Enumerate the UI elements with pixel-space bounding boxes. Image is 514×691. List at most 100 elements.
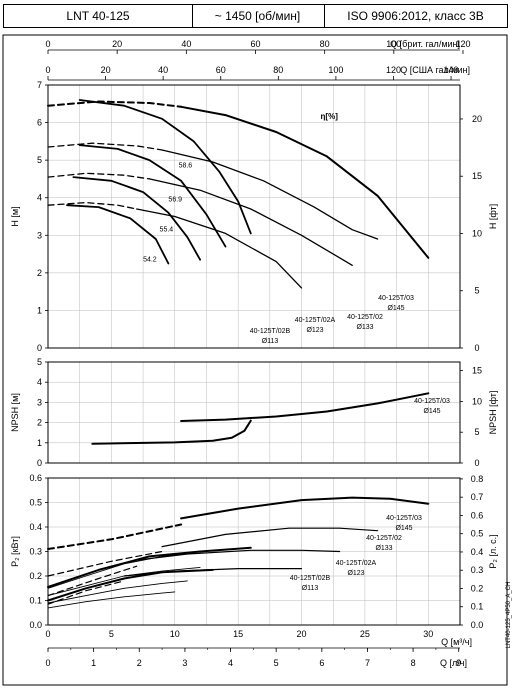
head-ylabel-right: H [фт]	[488, 204, 498, 229]
power-right-tick-label: 0.3	[471, 565, 484, 575]
power-ylabel-right: P₂ [л. с.]	[488, 534, 498, 568]
npsh-left-tick-label: 1	[37, 438, 42, 448]
power-left-tick-label: 0.5	[29, 498, 42, 508]
model-cell: LNT 40-125	[3, 4, 193, 28]
head-curve	[148, 178, 353, 266]
power-sub-curve	[47, 566, 201, 597]
head-curve-dashed	[47, 201, 138, 210]
power-curve-label: 40-125T/03	[386, 515, 422, 522]
top-axis-us-tick-label: 0	[45, 65, 50, 75]
npsh-curve	[91, 419, 252, 445]
head-left-tick-label: 0	[37, 343, 42, 353]
efficiency-curve	[78, 144, 227, 248]
npsh-ylabel-right: NPSH [фт]	[488, 391, 498, 435]
power-right-tick-label: 0.7	[471, 492, 484, 502]
npsh-curve-label: Ø145	[423, 408, 440, 415]
npsh-left-tick-label: 3	[37, 397, 42, 407]
power-left-tick-label: 0.2	[29, 571, 42, 581]
top-axis-uk-tick-label: 120	[455, 39, 470, 49]
sheet-border	[2, 34, 508, 686]
top-axis-us-tick-label: 60	[216, 65, 226, 75]
x-axis-m3h-tick-label: 0	[45, 629, 50, 639]
head-curve-label: 40-125T/02	[347, 314, 383, 321]
power-sub-curve	[47, 551, 201, 589]
top-axis-uk-tick-label: 0	[45, 39, 50, 49]
x-axis-ls-tick-label: 9	[456, 658, 461, 668]
power-curve-dashed	[47, 523, 183, 550]
power-curve	[136, 549, 341, 561]
power-right-tick-label: 0.8	[471, 474, 484, 484]
head-right-tick-label: 20	[472, 114, 482, 124]
x-axis-ls-tick-label: 1	[91, 658, 96, 668]
efficiency-label: η[%]	[321, 112, 339, 121]
top-axis-uk-tick-label: 80	[320, 39, 330, 49]
top-axis-us-tick-label: 80	[273, 65, 283, 75]
x-axis-ls-tick-label: 0	[45, 658, 50, 668]
efficiency-curve	[78, 99, 252, 235]
x-axis-m3h-label: Q [м³/ч]	[441, 637, 472, 647]
head-right-tick-label: 10	[472, 228, 482, 238]
efficiency-curve	[72, 176, 201, 261]
head-curve	[180, 105, 430, 259]
power-curve-label: Ø123	[347, 570, 364, 577]
head-curve-label: 40-125T/03	[378, 295, 414, 302]
x-axis-ls-tick-label: 7	[365, 658, 370, 668]
head-left-tick-label: 6	[37, 118, 42, 128]
power-curve-label: Ø133	[375, 545, 392, 552]
x-axis-ls-tick-label: 3	[182, 658, 187, 668]
head-ylabel-left: H [м]	[10, 206, 20, 226]
npsh-right-tick-label: 0	[474, 458, 479, 468]
top-axis-us-label: Q [США гал/мин]	[400, 65, 470, 75]
x-axis-m3h-tick-label: 5	[109, 629, 114, 639]
power-curve-dashed	[47, 565, 138, 597]
power-left-tick-label: 0.1	[29, 596, 42, 606]
top-axis-uk-tick-label: 20	[112, 39, 122, 49]
power-left-tick-label: 0.0	[29, 620, 42, 630]
header-table: LNT 40-125 ~ 1450 [об/мин] ISO 9906:2012…	[0, 0, 514, 30]
power-right-tick-label: 0.4	[471, 547, 484, 557]
npsh-left-tick-label: 2	[37, 418, 42, 428]
power-left-tick-label: 0.6	[29, 473, 42, 483]
efficiency-value: 54.2	[143, 257, 157, 264]
npsh-left-tick-label: 5	[37, 357, 42, 367]
x-axis-ls-tick-label: 4	[228, 658, 233, 668]
efficiency-value: 56.9	[168, 196, 182, 203]
power-left-tick-label: 0.4	[29, 522, 42, 532]
head-curve-dashed	[47, 172, 151, 180]
npsh-right-tick-label: 10	[472, 396, 482, 406]
power-curve-dashed	[47, 580, 125, 605]
npsh-frame	[47, 361, 461, 464]
top-axis-uk-tick-label: 100	[386, 39, 401, 49]
power-curve-bold	[47, 546, 252, 588]
npsh-curve	[180, 392, 430, 422]
x-axis-ls-tick-label: 5	[274, 658, 279, 668]
head-left-tick-label: 2	[37, 268, 42, 278]
speed-cell: ~ 1450 [об/мин]	[191, 4, 325, 28]
x-axis-m3h-tick-label: 20	[297, 629, 307, 639]
head-curve-label: Ø113	[262, 338, 279, 345]
x-axis-m3h-tick-label: 25	[360, 629, 370, 639]
x-axis-ls-tick-label: 6	[319, 658, 324, 668]
power-curve	[161, 527, 379, 548]
x-axis-m3h-tick-label: 15	[233, 629, 243, 639]
head-right-tick-label: 5	[474, 286, 479, 296]
npsh-right-tick-label: 5	[474, 427, 479, 437]
efficiency-value: 55.4	[160, 227, 174, 234]
power-right-tick-label: 0.0	[471, 620, 484, 630]
head-curve-label: 40-125T/02A	[295, 317, 336, 324]
npsh-right-tick-label: 15	[472, 366, 482, 376]
top-axis-us-tick-label: 120	[386, 65, 401, 75]
top-axis-uk-tick-label: 40	[181, 39, 191, 49]
x-axis-ls-tick-label: 8	[411, 658, 416, 668]
footer-code: LNT40-125_4P50_A_CH	[506, 582, 512, 649]
top-axis-us-tick-label: 20	[101, 65, 111, 75]
top-axis-us-tick-label: 40	[158, 65, 168, 75]
power-curve-dashed	[47, 550, 163, 577]
x-axis-m3h-tick-label: 10	[170, 629, 180, 639]
power-curve-label: 40-125T/02B	[290, 575, 331, 582]
npsh-curve-label: 40-125T/03	[414, 398, 450, 405]
power-curve-label: 40-125T/02A	[336, 560, 377, 567]
head-left-tick-label: 1	[37, 305, 42, 315]
